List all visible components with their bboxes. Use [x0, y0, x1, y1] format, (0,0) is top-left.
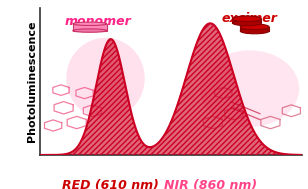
Polygon shape — [73, 24, 107, 31]
Text: excimer: excimer — [221, 12, 278, 25]
Ellipse shape — [240, 28, 269, 34]
Ellipse shape — [233, 20, 261, 26]
Y-axis label: Photoluminescence: Photoluminescence — [27, 21, 37, 142]
Text: NIR (860 nm): NIR (860 nm) — [164, 179, 257, 189]
Polygon shape — [240, 27, 269, 31]
Ellipse shape — [200, 50, 299, 127]
Text: RED (610 nm): RED (610 nm) — [62, 179, 159, 189]
Ellipse shape — [240, 24, 269, 30]
Ellipse shape — [73, 22, 107, 26]
Ellipse shape — [73, 29, 107, 32]
Ellipse shape — [66, 38, 145, 119]
Ellipse shape — [233, 16, 261, 22]
Polygon shape — [233, 19, 261, 23]
Text: monomer: monomer — [64, 15, 131, 28]
